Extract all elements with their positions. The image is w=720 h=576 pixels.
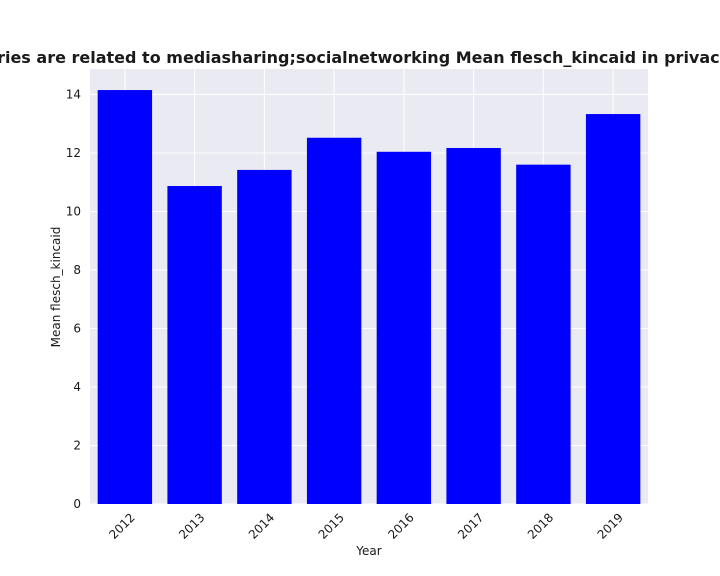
y-tick-label: 2 [73, 438, 81, 452]
y-tick-label: 6 [73, 321, 81, 335]
y-tick-label: 8 [73, 263, 81, 277]
x-tick-label: 2019 [595, 510, 626, 541]
bars [97, 90, 641, 505]
x-tick-label: 2017 [455, 510, 486, 541]
x-tick-label: 2012 [106, 510, 137, 541]
y-axis-label: Mean flesch_kincaid [49, 227, 63, 348]
x-tick-label: 2014 [246, 510, 277, 541]
y-tick-label: 12 [66, 146, 81, 160]
y-tick-label: 0 [73, 497, 81, 511]
chart-title: Categories are related to mediasharing;s… [0, 48, 720, 67]
x-tick-label: 2016 [385, 510, 416, 541]
x-axis-label: Year [355, 544, 381, 558]
x-tick-label: 2013 [176, 510, 207, 541]
y-tick-label: 10 [66, 204, 81, 218]
bar-2019 [585, 114, 641, 504]
y-tick-label: 14 [66, 87, 81, 101]
y-tick-label: 4 [73, 380, 81, 394]
bar-2018 [516, 164, 571, 504]
bar-2017 [446, 147, 501, 504]
x-tick-label: 2018 [525, 510, 556, 541]
bar-2013 [167, 186, 222, 504]
y-tick-labels: 0 2 4 6 8 10 12 14 [66, 87, 81, 511]
bar-2012 [97, 90, 153, 504]
x-tick-labels: 2012 2013 2014 2015 2016 2017 2018 2019 [106, 510, 626, 541]
x-tick-label: 2015 [316, 510, 347, 541]
bar-2014 [237, 169, 292, 504]
bar-2016 [376, 151, 432, 505]
bar-2015 [306, 137, 362, 505]
